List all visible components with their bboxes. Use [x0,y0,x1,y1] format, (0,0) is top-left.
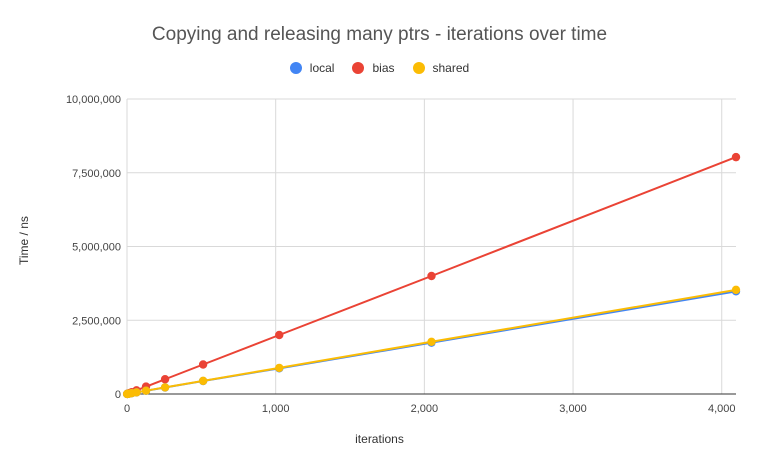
legend-marker-local [289,62,302,74]
x-tick-label: 1,000 [262,403,290,415]
data-point-bias [427,271,436,281]
data-point-shared [141,386,151,395]
legend-label-local: local [309,61,335,75]
y-tick-label: 5,000,000 [72,242,121,254]
y-tick-label: 2,500,000 [72,315,121,327]
chart-title: Copying and releasing many ptrs - iterat… [151,24,608,45]
x-tick-label: 2,000 [411,403,439,415]
data-point-shared [198,376,208,386]
data-point-shared [275,363,284,373]
data-point-shared [132,388,141,397]
legend-marker-shared [412,62,425,74]
legend-item-local[interactable]: local [289,61,335,75]
y-tick-label: 7,500,000 [72,168,121,180]
y-tick-label: 10,000,000 [66,94,121,106]
data-point-bias [275,330,284,340]
data-point-bias [160,375,170,384]
x-tick-label: 4,000 [708,403,736,415]
y-tick-label: 0 [115,389,121,401]
legend-item-shared[interactable]: shared [412,61,470,75]
x-tick-label: 0 [124,403,130,415]
legend-label-shared: shared [432,61,470,75]
y-axis-title: Time / ns [17,216,31,265]
x-axis-title: iterations [355,432,404,446]
legend-item-bias[interactable]: bias [352,61,395,75]
legend: local bias shared [0,61,759,75]
legend-label-bias: bias [372,61,395,75]
legend-marker-bias [352,62,365,74]
data-point-shared [160,383,170,392]
data-point-bias [198,360,208,369]
data-point-shared [427,337,436,346]
data-point-shared [731,285,741,295]
data-point-bias [731,152,741,162]
x-tick-label: 3,000 [559,403,587,415]
